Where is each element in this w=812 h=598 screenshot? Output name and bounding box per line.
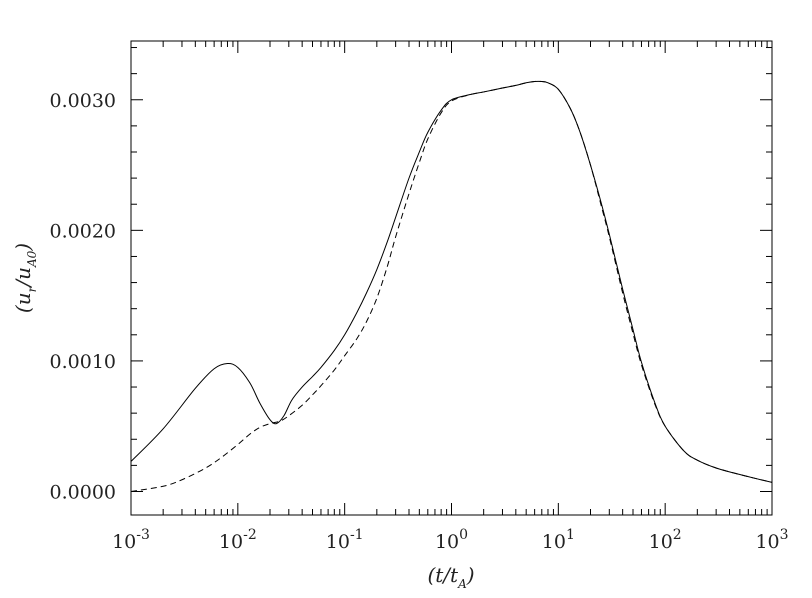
x-tick-label-base: 10 <box>649 531 673 553</box>
y-axis-label-sub2: A0 <box>25 250 39 268</box>
x-tick-label: 103 <box>755 527 788 553</box>
y-tick-label: 0.0030 <box>50 90 116 112</box>
y-axis-label-close: ) <box>11 243 35 252</box>
x-tick-label: 10-2 <box>219 527 257 553</box>
x-tick-label-base: 10 <box>112 531 136 553</box>
x-tick-label-base: 10 <box>755 531 779 553</box>
data-series <box>130 80 773 492</box>
y-axis-label-open: (u <box>11 292 35 313</box>
x-tick-label: 10-1 <box>326 527 364 553</box>
y-tick-label: 0.0020 <box>50 220 116 242</box>
dashed-series-line <box>130 80 773 492</box>
y-axis-label: (ur/uA0) <box>11 243 39 313</box>
x-axis-label-sub: A <box>457 577 467 591</box>
plot-frame <box>130 40 773 516</box>
y-axis-label-sub1: r <box>25 285 39 292</box>
x-tick-label-exp: 3 <box>780 527 789 543</box>
x-tick-label-exp: -1 <box>350 527 364 543</box>
y-axis-label-mid: /u <box>11 267 35 289</box>
x-tick-label: 10-3 <box>112 527 150 553</box>
solid-series-line <box>130 80 773 483</box>
x-tick-label: 102 <box>649 527 682 553</box>
x-axis-label-open: (t/t <box>427 563 459 587</box>
x-tick-label-base: 10 <box>326 531 350 553</box>
x-tick-label-base: 10 <box>219 531 243 553</box>
x-tick-label-base: 10 <box>435 531 459 553</box>
x-tick-label: 101 <box>542 527 575 553</box>
x-tick-label-exp: 2 <box>673 527 682 543</box>
y-tick-label: 0.0010 <box>50 351 116 373</box>
x-axis-label: (t/tA) <box>427 563 474 591</box>
x-axis-label-close: ) <box>466 563 475 587</box>
y-tick-label: 0.0000 <box>50 481 116 503</box>
x-tick-label-exp: 1 <box>566 527 575 543</box>
axis-ticks <box>130 41 773 515</box>
x-tick-label-exp: -2 <box>243 527 257 543</box>
tick-labels: 10-3 10-2 10-1 100 101 102 1030.00000.00100.00… <box>50 90 789 553</box>
x-tick-label-exp: 0 <box>459 527 468 543</box>
x-tick-label-exp: -3 <box>136 527 150 543</box>
x-tick-label-base: 10 <box>542 531 566 553</box>
x-tick-label: 100 <box>435 527 468 553</box>
